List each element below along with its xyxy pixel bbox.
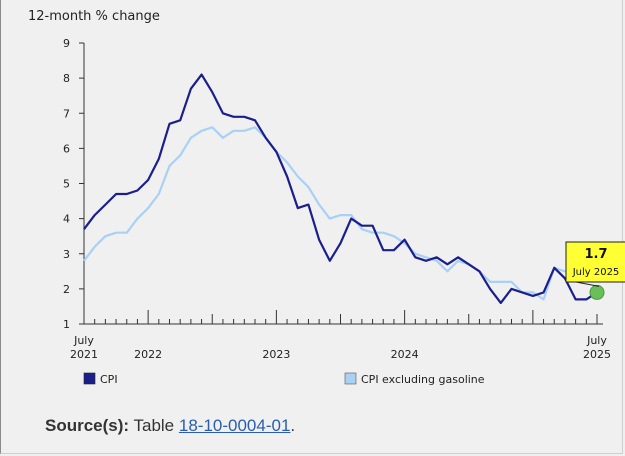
- y-tick-label: 3: [63, 248, 70, 261]
- x-tick-label: July: [586, 334, 607, 347]
- y-axis-title: 12-month % change: [28, 9, 160, 24]
- callout-box: [565, 241, 625, 283]
- source-text: Table: [133, 416, 175, 435]
- series-line-cpi-excluding-gasoline: [83, 126, 597, 301]
- y-tick-label: 1: [63, 318, 70, 331]
- series-line-cpi: [83, 73, 598, 304]
- source-label: Source(s):: [45, 416, 130, 435]
- y-tick-label: 6: [63, 142, 70, 155]
- legend-label-cpi: CPI: [100, 373, 118, 386]
- source-suffix: .: [290, 416, 296, 435]
- y-tick-label: 4: [63, 213, 70, 226]
- x-tick-label: 2025: [583, 348, 611, 361]
- x-tick-label: 2023: [262, 348, 290, 361]
- x-tick-label: 2024: [391, 348, 419, 361]
- legend-swatch-cpi-excluding-gasoline: [344, 372, 357, 385]
- y-tick-label: 9: [63, 37, 70, 50]
- legend-label-cpi-excluding-gasoline: CPI excluding gasoline: [361, 373, 485, 386]
- y-tick-label: 8: [63, 72, 70, 85]
- source-note: Source(s): Table 18-10-0004-01.: [45, 416, 295, 436]
- x-tick-label: July: [73, 334, 94, 347]
- y-tick-label: 2: [63, 283, 70, 296]
- source-table-link[interactable]: 18-10-0004-01: [178, 416, 291, 435]
- x-tick-label: 2021: [70, 348, 98, 361]
- callout-value: 1.7: [584, 247, 607, 262]
- callout-leader: [575, 281, 600, 287]
- callout-label: July 2025: [572, 267, 620, 278]
- latest-value-marker: [589, 284, 605, 300]
- legend-swatch-cpi: [83, 372, 96, 385]
- y-tick-label: 5: [63, 178, 70, 191]
- y-tick-label: 7: [63, 107, 70, 120]
- x-tick-label: 2022: [134, 348, 162, 361]
